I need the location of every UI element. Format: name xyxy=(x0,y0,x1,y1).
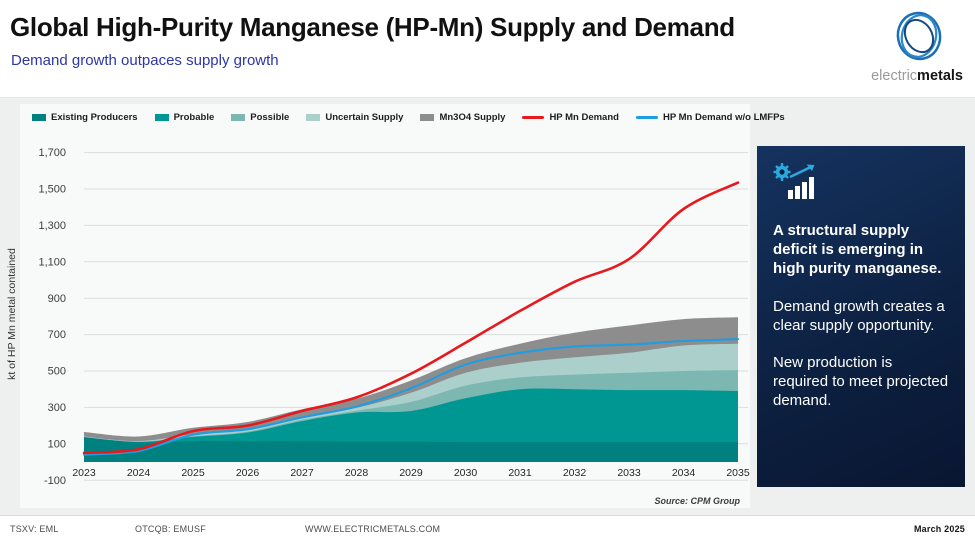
chart-legend: Existing Producers Probable Possible Uncert… xyxy=(32,112,785,123)
legend-item-hp-mn-demand: HP Mn Demand xyxy=(522,112,619,123)
legend-swatch xyxy=(306,114,321,121)
legend-label: Existing Producers xyxy=(51,112,138,123)
page-subtitle: Demand growth outpaces supply growth xyxy=(11,52,279,69)
legend-swatch xyxy=(154,114,169,121)
legend-label: Mn3O4 Supply xyxy=(439,112,506,123)
date-label: March 2025 xyxy=(913,524,965,534)
electricmetals-logo: electricmetals xyxy=(847,6,967,90)
ticker-otcqb: OTCQB: EMUSF xyxy=(135,524,206,534)
footer: TSXV: EML OTCQB: EMUSF WWW.ELECTRICMETAL… xyxy=(0,515,975,543)
legend-swatch xyxy=(635,116,658,119)
logo-wordmark: electricmetals xyxy=(871,68,963,84)
legend-label: Probable xyxy=(173,112,215,123)
page-title: Global High-Purity Manganese (HP-Mn) Sup… xyxy=(10,12,735,42)
logo-swirl-icon xyxy=(896,11,942,61)
callout-paragraph-1: Demand growth creates a clear supply opp… xyxy=(773,297,945,334)
ticker-tsxv: TSXV: EML xyxy=(10,524,59,534)
legend-swatch xyxy=(420,114,435,121)
legend-label: Uncertain Supply xyxy=(325,112,404,123)
legend-label: Possible xyxy=(250,112,290,123)
y-axis-title: kt of HP Mn metal contained xyxy=(6,248,18,380)
legend-label: HP Mn Demand xyxy=(549,112,619,123)
website-url: WWW.ELECTRICMETALS.COM xyxy=(305,524,441,534)
legend-swatch xyxy=(32,114,46,121)
legend-swatch xyxy=(231,114,246,121)
legend-item-mn3o4-supply: Mn3O4 Supply xyxy=(420,112,505,123)
source-note: Source: CPM Group xyxy=(654,496,740,506)
legend-label: HP Mn Demand w/o LMFPs xyxy=(662,112,785,123)
legend-item-existing-producers: Existing Producers xyxy=(32,112,138,123)
callout-paragraph-2: New production is required to meet proje… xyxy=(773,353,949,410)
callout-headline: A structural supply deficit is emerging … xyxy=(773,222,942,278)
legend-item-hp-mn-demand-w-o-lmfps: HP Mn Demand w/o LMFPs xyxy=(635,112,785,123)
growth-chart-gear-icon xyxy=(773,162,949,207)
legend-item-possible: Possible xyxy=(231,112,289,123)
legend-item-probable: Probable xyxy=(154,112,215,123)
callout-box: A structural supply deficit is emerging … xyxy=(757,146,965,487)
legend-item-uncertain-supply: Uncertain Supply xyxy=(306,112,403,123)
legend-swatch xyxy=(522,116,545,119)
